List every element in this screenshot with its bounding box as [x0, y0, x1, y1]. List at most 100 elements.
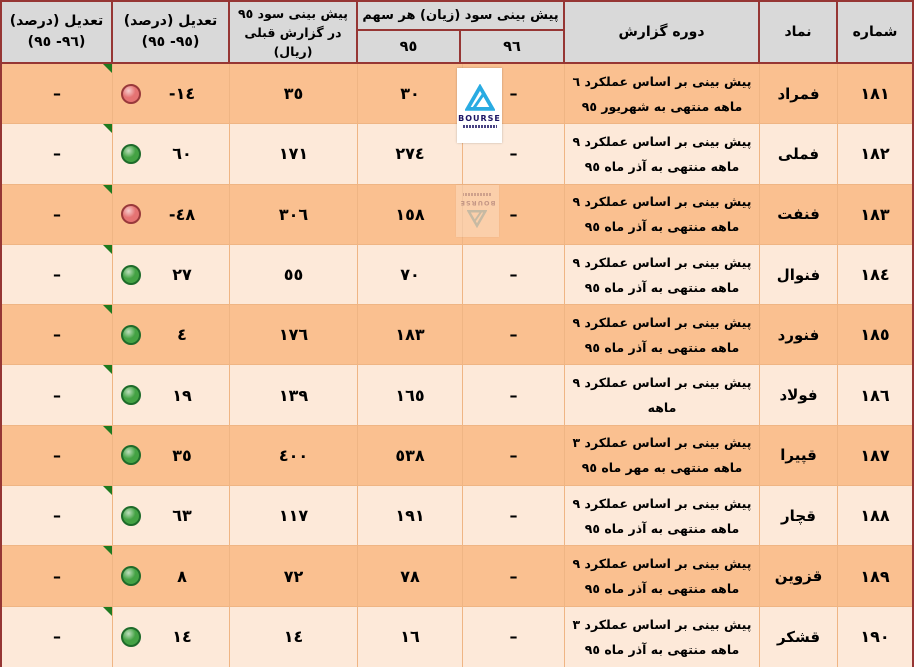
- eps-95-cell: ٧٠: [358, 244, 463, 305]
- symbol: فنوال: [776, 265, 821, 284]
- table-row: ١٩٠ قشکر پیش بینی بر اساس عملکرد ٣ ماهه …: [2, 606, 912, 667]
- eps-96-value: –: [509, 385, 518, 405]
- symbol: فملی: [777, 144, 820, 163]
- eps-96-value: –: [509, 84, 518, 104]
- header-symbol-label: نماد: [784, 23, 812, 40]
- report-period: پیش بینی بر اساس عملکرد ٩ ماهه منتهی به …: [572, 133, 752, 174]
- header-previous-forecast-label: پیش بینی سود ٩٥ در گزارش قبلی (ریال): [238, 5, 348, 59]
- previous-forecast-value: ٣٠٦: [278, 204, 309, 224]
- adjustment-indicator-icon: [121, 204, 141, 225]
- previous-forecast-cell: ٣٠٦: [230, 184, 358, 244]
- symbol-cell: قچار: [760, 486, 838, 546]
- header-symbol: نماد: [760, 2, 838, 62]
- table-row: ١٨٧ قپیرا پیش بینی بر اساس عملکرد ٣ ماهه…: [2, 425, 912, 487]
- corner-marker-icon: [103, 425, 112, 435]
- previous-forecast-cell: ١١٧: [230, 486, 358, 546]
- row-number: ١٨٦: [860, 385, 890, 405]
- eps-95-cell: ١٦٥: [358, 365, 463, 425]
- adjustment-95-value: ٣٥: [172, 445, 192, 465]
- row-number-cell: ١٨٩: [838, 546, 912, 605]
- row-number-cell: ١٨٣: [838, 185, 912, 244]
- symbol: فمراد: [777, 84, 820, 103]
- eps-95-cell: ١٦: [358, 606, 463, 667]
- header-report-period: دوره گزارش: [565, 2, 760, 62]
- report-period: پیش بینی بر اساس عملکرد ٩ ماهه منتهی به …: [572, 254, 752, 295]
- adjustment-95-value: ٦٣: [172, 506, 192, 526]
- symbol: قشکر: [776, 627, 821, 646]
- eps-95-value: ٢٧٤: [395, 144, 425, 164]
- adjustment-96-cell: –: [2, 184, 113, 244]
- bourse24-logo-icon: [464, 83, 495, 111]
- adjustment-indicator-icon: [121, 83, 141, 104]
- row-number: ١٨٢: [860, 144, 890, 164]
- eps-96-cell: –: [463, 244, 565, 305]
- report-period-cell: پیش بینی بر اساس عملکرد ٩ ماهه منتهی به …: [565, 244, 760, 305]
- symbol: قپیرا: [780, 446, 817, 465]
- adjustment-95-cell: -١٤: [113, 64, 230, 124]
- bourse24-watermark-faint: BOURSE: [456, 185, 499, 237]
- previous-forecast-value: ١١٧: [278, 506, 309, 526]
- adjustment-96-cell: –: [2, 425, 113, 486]
- header-eps-group: پیش بینی سود (زیان) هر سهم ٩٦ ٩٥: [358, 2, 565, 62]
- report-period-cell: پیش بینی بر اساس عملکرد ٣ ماهه منتهی به …: [565, 606, 760, 667]
- report-period: پیش بینی بر اساس عملکرد ٩ ماهه منتهی به …: [572, 495, 752, 536]
- previous-forecast-cell: ١٧١: [230, 124, 358, 184]
- eps-95-cell: ١٨٣: [358, 305, 463, 365]
- report-period: پیش بینی بر اساس عملکرد ٩ ماهه منتهی به …: [572, 194, 752, 235]
- header-eps-95: ٩٥: [358, 31, 461, 62]
- adjustment-indicator-icon: [121, 385, 141, 406]
- adjustment-indicator-icon: [121, 324, 141, 345]
- adjustment-95-value: ٤: [177, 325, 187, 345]
- adjustment-96-value: –: [53, 506, 61, 526]
- eps-96-cell: –: [463, 365, 565, 425]
- row-number: ١٨٤: [860, 265, 890, 285]
- report-period-cell: پیش بینی بر اساس عملکرد ٩ ماهه منتهی به …: [565, 305, 760, 365]
- symbol-cell: فولاد: [760, 365, 838, 425]
- adjustment-96-line1: تعدیل (درصد): [9, 13, 104, 29]
- corner-marker-icon: [103, 365, 112, 375]
- adjustment-95-cell: ٦٣: [113, 486, 230, 546]
- previous-forecast-cell: ٣٥: [230, 64, 358, 124]
- eps-95-cell: ١٥٨: [358, 184, 463, 244]
- symbol: فولاد: [779, 386, 818, 405]
- adjustment-indicator-icon: [121, 143, 141, 164]
- adjustment-95-value: ٢٧: [172, 265, 192, 285]
- table-row: ١٨٨ قچار پیش بینی بر اساس عملکرد ٩ ماهه …: [2, 486, 912, 547]
- bourse24-logo-icon: [467, 210, 488, 229]
- eps-95-value: ١٦٥: [395, 385, 425, 405]
- previous-forecast-cell: ٤٠٠: [230, 425, 358, 486]
- row-number: ١٩٠: [860, 627, 890, 647]
- eps-96-value: –: [509, 144, 518, 164]
- row-number: ١٨٩: [860, 566, 890, 586]
- eps-95-cell: ٥٣٨: [358, 425, 463, 486]
- adjustment-95-value: -١٤: [168, 84, 196, 104]
- symbol-cell: فملی: [760, 124, 838, 184]
- report-period: پیش بینی بر اساس عملکرد ٩ ماهه منتهی به …: [572, 314, 752, 355]
- adjustment-96-cell: –: [2, 244, 113, 305]
- adjustment-96-value: –: [53, 204, 61, 224]
- adjustment-96-cell: –: [2, 486, 113, 546]
- report-period-cell: پیش بینی بر اساس عملکرد ٩ ماهه منتهی به …: [565, 184, 760, 244]
- adjustment-95-value: ٦٠: [172, 144, 192, 164]
- previous-forecast-value: ٧٢: [283, 566, 304, 586]
- previous-forecast-cell: ٧٢: [230, 546, 358, 606]
- adjustment-95-cell: ٦٠: [113, 124, 230, 184]
- adjustment-95-value: ١٩: [172, 385, 192, 405]
- header-previous-forecast: پیش بینی سود ٩٥ در گزارش قبلی (ریال): [230, 2, 358, 62]
- row-number-cell: ١٨٨: [838, 486, 912, 545]
- symbol: قزوین: [774, 567, 823, 586]
- adjustment-indicator-icon: [121, 445, 141, 466]
- adjustment-95-cell: ٢٧: [113, 244, 230, 305]
- eps-95-cell: ٧٨: [358, 546, 463, 606]
- adjustment-96-value: –: [53, 566, 61, 586]
- row-number-cell: ١٨٦: [838, 365, 912, 424]
- eps-96-cell: –: [463, 425, 565, 486]
- adjustment-95-line1: تعدیل (درصد): [123, 13, 218, 29]
- symbol: فنفت: [777, 205, 820, 224]
- previous-forecast-value: ١٧٦: [278, 325, 309, 345]
- table-body: ١٨١ فمراد پیش بینی بر اساس عملکرد ٦ ماهه…: [2, 64, 912, 667]
- eps-95-cell: ١٩١: [358, 486, 463, 546]
- eps-95-value: ٧٨: [400, 566, 420, 586]
- adjustment-96-cell: –: [2, 365, 113, 425]
- eps-95-value: ٣٠: [400, 84, 420, 104]
